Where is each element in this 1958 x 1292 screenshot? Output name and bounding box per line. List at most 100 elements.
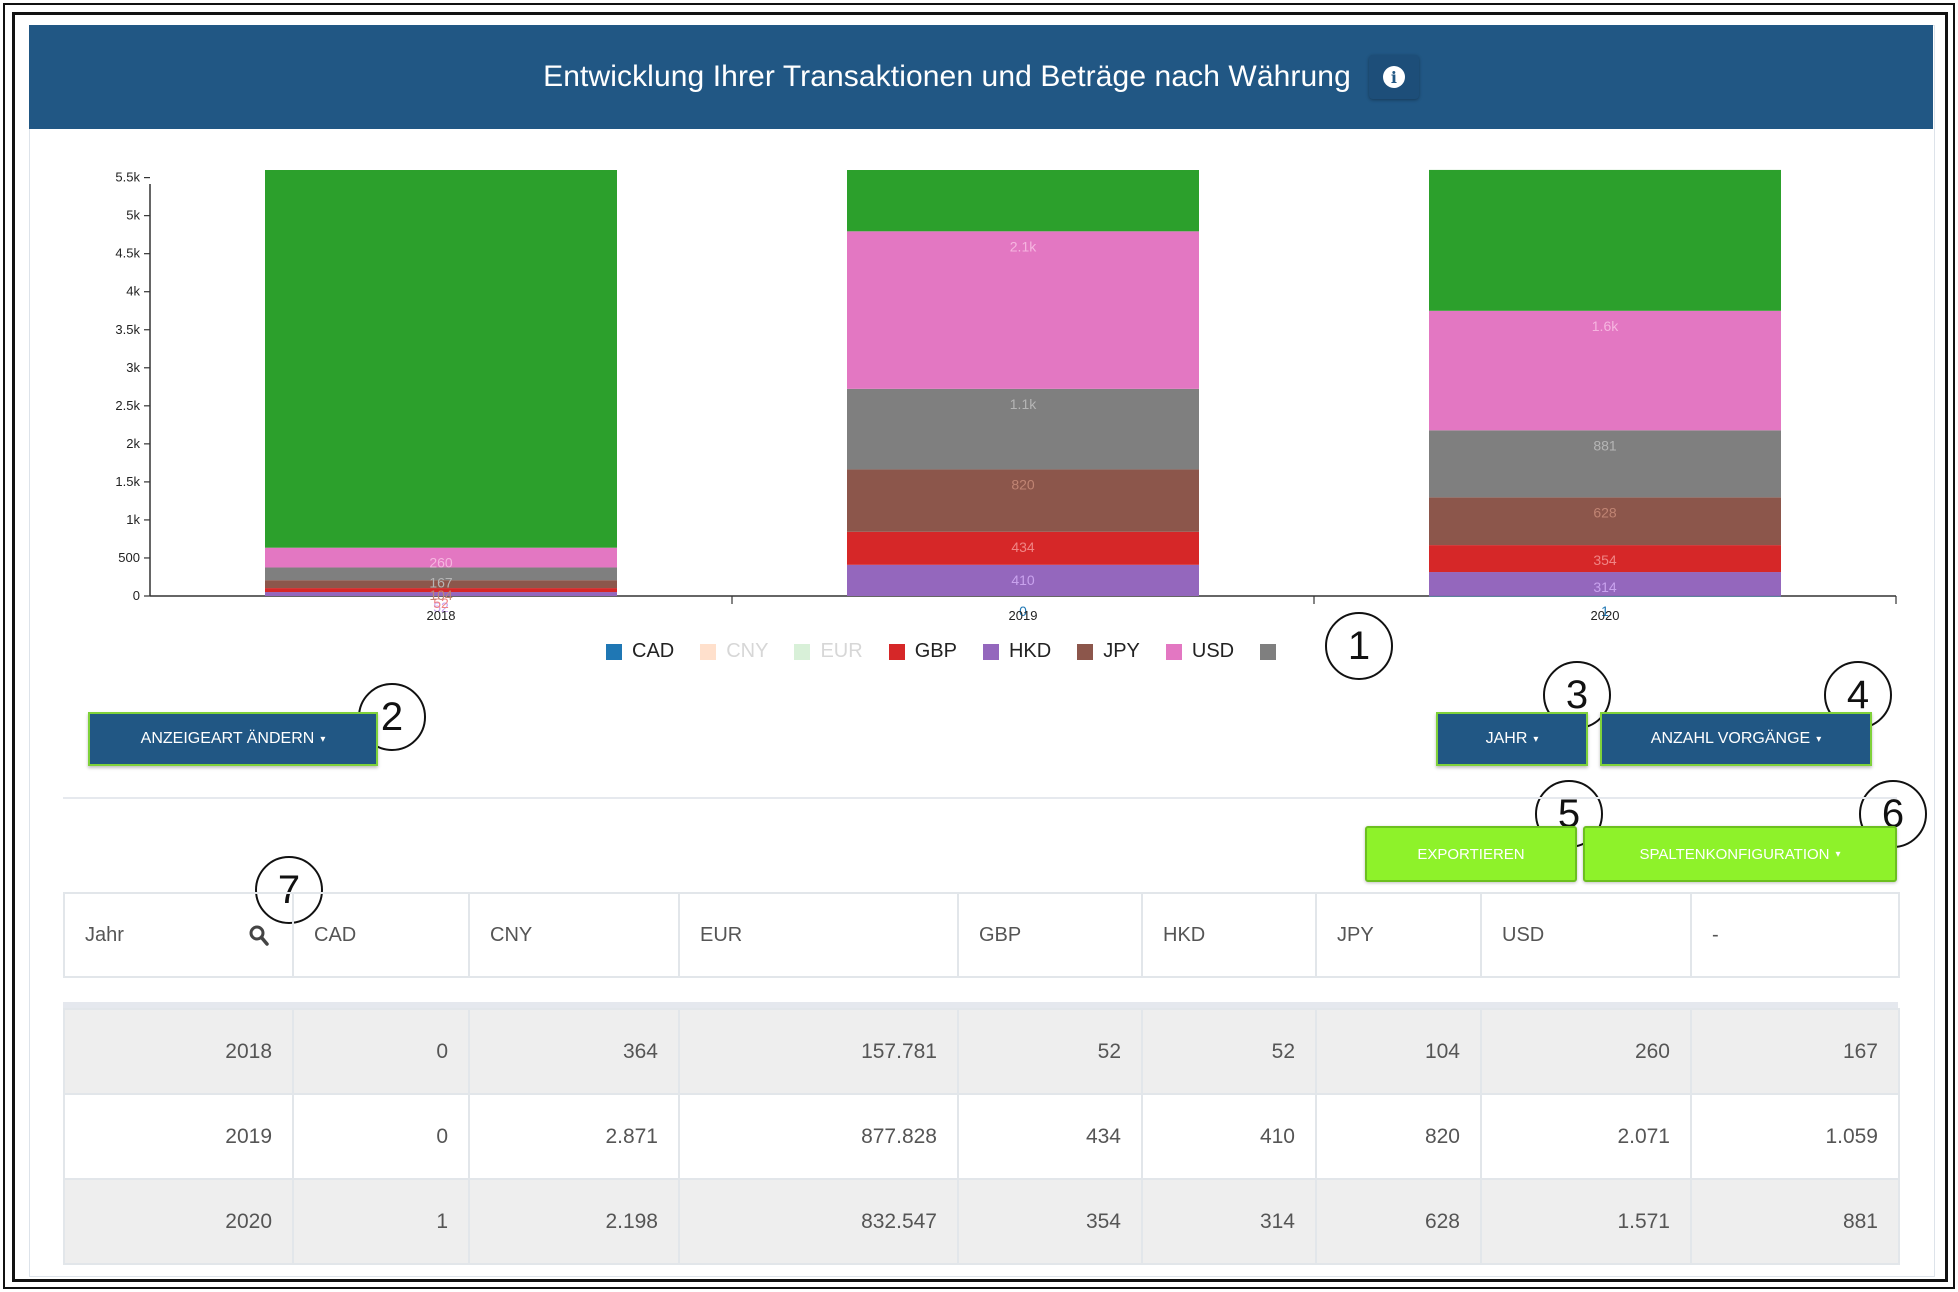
table-cell: 881	[1690, 1178, 1900, 1265]
y-tick-label: 3k	[126, 360, 140, 375]
bar-data-label: 628	[1593, 504, 1617, 520]
table-cell: 877.828	[678, 1093, 959, 1180]
table-cell: 52	[1141, 1008, 1317, 1095]
y-tick-label: 4k	[126, 284, 140, 299]
table-cell: 2.871	[468, 1093, 680, 1180]
bar-segment-jpy-2018	[265, 580, 617, 589]
bar-data-label: 52	[433, 599, 449, 615]
column-header-cny[interactable]: CNY	[468, 892, 680, 978]
legend-item[interactable]: CNY	[700, 640, 768, 663]
column-header-other[interactable]: -	[1690, 892, 1900, 978]
table-cell: 0	[292, 1093, 470, 1180]
column-header-label: Jahr	[85, 923, 124, 946]
bar-segment-gbp-2019	[847, 531, 1199, 565]
y-tick-label: 5k	[126, 208, 140, 223]
bar-data-label: 167	[429, 574, 453, 590]
legend-swatch	[888, 643, 905, 660]
y-tick-label: 500	[118, 550, 140, 565]
bar-data-label: 104	[429, 587, 453, 603]
y-tick-label: 5.5k	[115, 170, 140, 185]
count-dropdown-button[interactable]: ANZAHL VORGÄNGE ▾	[1600, 712, 1872, 766]
bar-segment-gbp-2018	[265, 588, 617, 593]
column-header-gbp[interactable]: GBP	[957, 892, 1143, 978]
bar-data-label: 314	[1593, 579, 1617, 595]
header-row: Jahr CAD CNY EUR GBP HKD JPY USD -	[63, 892, 1900, 978]
info-button[interactable]: i	[1368, 55, 1419, 99]
column-header-eur[interactable]: EUR	[678, 892, 959, 978]
year-dropdown-button[interactable]: JAHR ▾	[1436, 712, 1588, 766]
bar-segment-jpy-2019	[847, 469, 1199, 532]
table-cell: 1	[292, 1178, 470, 1265]
legend-item[interactable]: CAD	[606, 640, 674, 663]
bar-data-label: 354	[1593, 552, 1617, 568]
export-button[interactable]: EXPORTIEREN	[1365, 826, 1577, 882]
bar-segment-usd-2018	[265, 547, 617, 568]
table-cell: 260	[1480, 1008, 1692, 1095]
column-header-cad[interactable]: CAD	[292, 892, 470, 978]
column-header-jpy[interactable]: JPY	[1315, 892, 1482, 978]
y-tick-label: 1.5k	[115, 474, 140, 489]
year-dropdown-label: JAHR	[1485, 730, 1528, 747]
table-cell: 2.071	[1480, 1093, 1692, 1180]
legend-label: HKD	[1008, 640, 1052, 662]
legend-item[interactable]: USD	[1165, 640, 1234, 663]
caret-down-icon: ▾	[320, 733, 326, 745]
bar-segment-hkd-2018	[265, 592, 617, 596]
count-dropdown-label: ANZAHL VORGÄNGE	[1650, 730, 1811, 747]
legend-label: CNY	[726, 640, 769, 662]
legend-item[interactable]: HKD	[982, 640, 1052, 663]
export-label: EXPORTIEREN	[1417, 845, 1525, 863]
bar-data-label: 410	[1011, 572, 1035, 588]
bar-segment-other-2018	[265, 567, 617, 581]
column-header-jahr[interactable]: Jahr	[63, 892, 294, 978]
table-row[interactable]: 2020 1 2.198 832.547 354 314 628 1.571 8…	[63, 1178, 1900, 1265]
bar-segment-gbp-2020	[1429, 545, 1781, 573]
bar-segment-usd-2019	[847, 231, 1199, 389]
header-shadow	[63, 1002, 1898, 1008]
bar-segment-other-2019	[847, 388, 1199, 470]
legend-item[interactable]	[1260, 643, 1286, 660]
table-cell: 104	[1315, 1008, 1482, 1095]
table-cell: 157.781	[678, 1008, 959, 1095]
legend-item[interactable]: JPY	[1077, 640, 1140, 663]
table-cell: 434	[957, 1093, 1143, 1180]
bar-segment-jpy-2020	[1429, 497, 1781, 546]
bar-data-label: 2.1k	[1010, 238, 1037, 254]
table-header: Jahr CAD CNY EUR GBP HKD JPY USD -	[63, 892, 1900, 978]
table-cell: 832.547	[678, 1178, 959, 1265]
stacked-bar-chart: 05001k1.5k2k2.5k3k3.5k4k4.5k5k5.5k525210…	[115, 170, 1897, 623]
bar-data-label: 0	[1019, 603, 1027, 619]
column-header-usd[interactable]: USD	[1480, 892, 1692, 978]
table-row[interactable]: 2019 0 2.871 877.828 434 410 820 2.071 1…	[63, 1093, 1900, 1180]
legend-swatch	[1077, 643, 1094, 660]
bar-data-label: 881	[1593, 437, 1617, 453]
bar-segment-eur-2019	[847, 170, 1199, 232]
table-cell: 2018	[63, 1008, 294, 1095]
y-tick-label: 2k	[126, 436, 140, 451]
bar-data-label: 434	[1011, 539, 1035, 555]
caret-down-icon: ▾	[1533, 733, 1539, 745]
legend-swatch	[982, 643, 999, 660]
info-icon: i	[1382, 66, 1405, 88]
x-tick-label: 2018	[427, 608, 456, 623]
change-display-button[interactable]: ANZEIGEART ÄNDERN ▾	[88, 712, 378, 766]
change-display-label: ANZEIGEART ÄNDERN	[140, 730, 315, 747]
column-header-hkd[interactable]: HKD	[1141, 892, 1317, 978]
legend-item[interactable]: GBP	[888, 640, 957, 663]
bar-segment-eur-2018	[265, 170, 617, 548]
legend-item[interactable]: EUR	[794, 640, 863, 663]
y-tick-label: 1k	[126, 512, 140, 527]
table-cell: 2020	[63, 1178, 294, 1265]
table-cell: 1.571	[1480, 1178, 1692, 1265]
outer-frame	[3, 3, 1955, 1289]
search-icon[interactable]	[248, 924, 270, 948]
y-tick-label: 3.5k	[115, 322, 140, 337]
caret-down-icon: ▾	[1835, 848, 1841, 860]
column-config-button[interactable]: SPALTENKONFIGURATION ▾	[1583, 826, 1897, 882]
bar-segment-usd-2020	[1429, 310, 1781, 431]
table-row[interactable]: 2018 0 364 157.781 52 52 104 260 167	[63, 1008, 1900, 1095]
table-cell: 364	[468, 1008, 680, 1095]
table-cell: 628	[1315, 1178, 1482, 1265]
legend-label: GBP	[914, 640, 957, 662]
bar-data-label: 52	[433, 595, 449, 611]
